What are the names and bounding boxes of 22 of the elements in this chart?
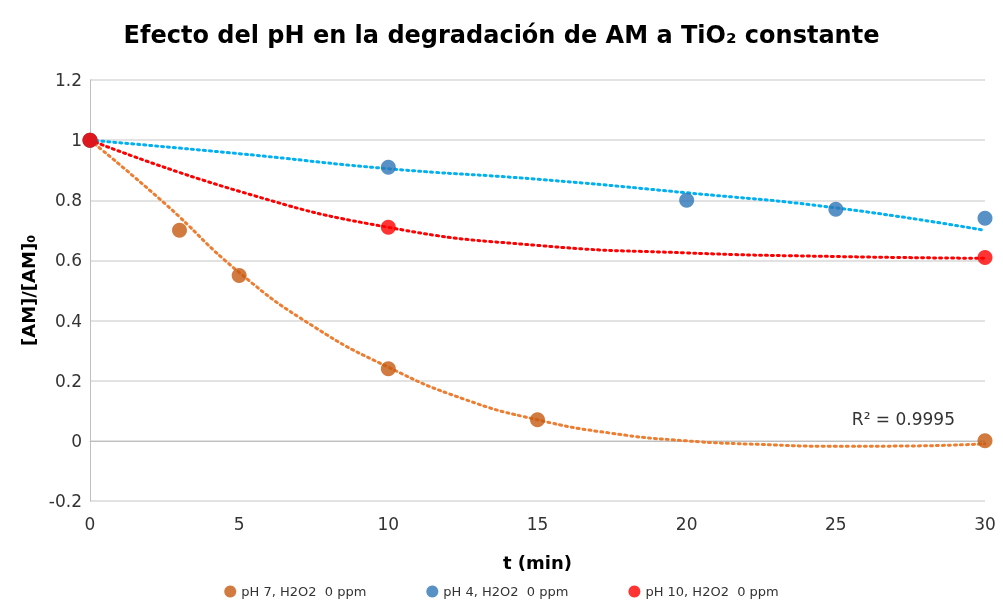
- y-tick-label: 0: [71, 430, 82, 451]
- y-tick-label: 1.2: [54, 70, 82, 90]
- y-axis-title: [AM]/[AM]₀: [18, 234, 40, 347]
- y-tick-label: -0.2: [48, 491, 82, 511]
- y-tick-label: 0.6: [54, 250, 82, 271]
- x-axis-title: t (min): [502, 551, 573, 573]
- y-tick-label: 0.8: [54, 190, 82, 211]
- x-tick-label: 15: [526, 513, 549, 534]
- legend-label: pH 10, H2O2 0 ppm: [645, 584, 779, 599]
- legend-label: pH 7, H2O2 0 ppm: [241, 584, 367, 599]
- x-tick-label: 10: [377, 513, 400, 534]
- y-tick-label: 0.2: [54, 370, 82, 391]
- chart-title: Efecto del pH en la degradación de AM a TiO₂ constante: [123, 21, 880, 49]
- x-tick-label: 0: [84, 513, 96, 534]
- legend-label: pH 4, H2O2 0 ppm: [443, 584, 569, 599]
- y-tick-label: 0.4: [54, 310, 82, 331]
- x-tick-label: 25: [825, 513, 847, 534]
- annotation: R² = 0.9995: [851, 408, 956, 429]
- x-tick-label: 30: [974, 513, 996, 534]
- y-tick-label: 1: [71, 130, 82, 151]
- x-tick-label: 20: [675, 513, 698, 534]
- x-tick-label: 5: [233, 513, 245, 534]
